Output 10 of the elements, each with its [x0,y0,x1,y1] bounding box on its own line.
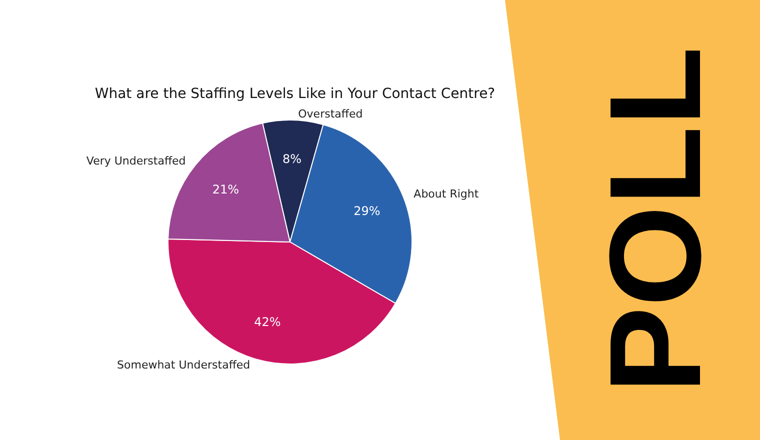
data-label: 8% [282,152,302,166]
slice-label: About Right [414,188,480,201]
chart-title: What are the Staffing Levels Like in Your Contact Centre? [94,86,496,102]
slice-label: Overstaffed [298,108,363,121]
slice-label: Somewhat Understaffed [117,358,250,372]
data-label: 21% [212,182,240,197]
data-label: 42% [254,314,281,329]
data-label: 29% [354,204,380,218]
slice-label: Very Understaffed [86,154,186,168]
text: POLL [582,46,728,394]
